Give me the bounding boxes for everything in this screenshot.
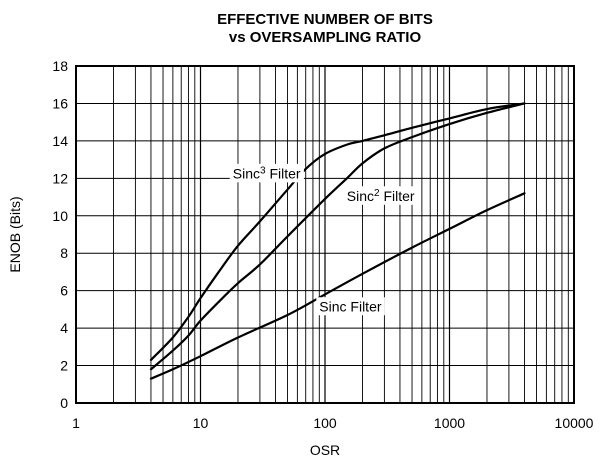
plot-border xyxy=(75,65,575,404)
x-tick-label: 1 xyxy=(72,415,80,431)
y-tick-label: 2 xyxy=(60,358,68,374)
series-label-background xyxy=(316,297,385,316)
series-label-base: Sinc xyxy=(319,298,346,314)
series-label-superscript: 3 xyxy=(260,165,266,176)
series-label-rest: Filter xyxy=(347,298,382,314)
series-line-3 xyxy=(149,192,526,380)
series-lines xyxy=(149,102,526,380)
x-tick-label: 10000 xyxy=(555,415,594,431)
y-tick-labels: 0 2 4 6 8 10 12 14 16 18 xyxy=(52,58,68,411)
series-label-base: Sinc xyxy=(233,165,260,181)
x-tick-label: 10 xyxy=(193,415,209,431)
series-label-superscript: 2 xyxy=(374,187,380,198)
series-label-background xyxy=(343,186,418,205)
series-label-3: Sinc Filter xyxy=(319,298,382,314)
y-tick-label: 10 xyxy=(52,208,68,224)
series-label-1: Sinc3 Filter xyxy=(233,165,301,182)
series-line-2 xyxy=(149,102,526,371)
series-label-background xyxy=(229,163,304,183)
x-axis-label: OSR xyxy=(310,442,340,458)
series-label-rest: Filter xyxy=(380,188,415,204)
x-tick-label: 1000 xyxy=(434,415,465,431)
y-tick-label: 18 xyxy=(52,58,68,74)
plot-frame xyxy=(75,65,575,404)
y-tick-label: 16 xyxy=(52,95,68,111)
y-tick-label: 8 xyxy=(60,245,68,261)
series-label-rest: Filter xyxy=(266,165,301,181)
y-tick-label: 4 xyxy=(60,320,68,336)
y-tick-label: 0 xyxy=(60,395,68,411)
chart-title-line-2: vs OVERSAMPLING RATIO xyxy=(229,29,422,46)
series-label-base: Sinc xyxy=(347,188,374,204)
y-axis-label: ENOB (Bits) xyxy=(7,196,23,272)
series-line-1 xyxy=(149,102,526,362)
y-tick-label: 14 xyxy=(52,133,68,149)
x-tick-label: 100 xyxy=(313,415,337,431)
chart-title-line-1: EFFECTIVE NUMBER OF BITS xyxy=(217,11,433,28)
grid xyxy=(76,66,574,403)
series-label-2: Sinc2 Filter xyxy=(347,187,415,204)
x-tick-labels: 1 10 100 1000 10000 xyxy=(72,415,594,431)
y-tick-label: 12 xyxy=(52,170,68,186)
y-tick-label: 6 xyxy=(60,283,68,299)
